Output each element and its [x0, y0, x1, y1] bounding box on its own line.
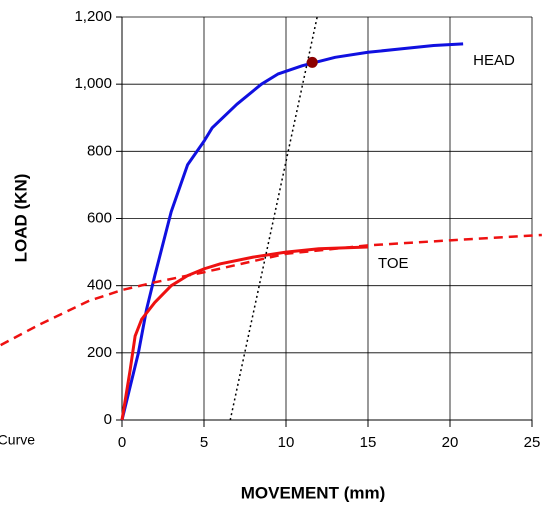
series-line — [120, 42, 464, 421]
series-line — [229, 16, 318, 421]
x-tick-label: 5 — [200, 434, 208, 451]
y-axis-title: LOAD (KN) — [11, 174, 30, 263]
y-tick-label: 1,200 — [74, 8, 112, 25]
x-tick-label: 20 — [442, 434, 459, 451]
point-marker — [306, 56, 318, 68]
x-axis-title: MOVEMENT (mm) — [241, 483, 386, 502]
x-tick-label: 0 — [118, 434, 126, 451]
series-line — [120, 245, 369, 421]
series-label: HEAD — [473, 52, 515, 69]
y-tick-label: 200 — [87, 344, 112, 361]
series-label: TOE — [378, 255, 409, 272]
y-tick-label: 1,000 — [74, 75, 112, 92]
series-line — [0, 233, 542, 347]
y-tick-label: 0 — [104, 411, 112, 428]
x-tick-label: 10 — [278, 434, 295, 451]
y-tick-label: 400 — [87, 277, 112, 294]
annotation: e Curve — [0, 432, 35, 448]
x-tick-label: 25 — [524, 434, 541, 451]
y-tick-label: 600 — [87, 209, 112, 226]
x-tick-label: 15 — [360, 434, 377, 451]
y-tick-label: 800 — [87, 142, 112, 159]
